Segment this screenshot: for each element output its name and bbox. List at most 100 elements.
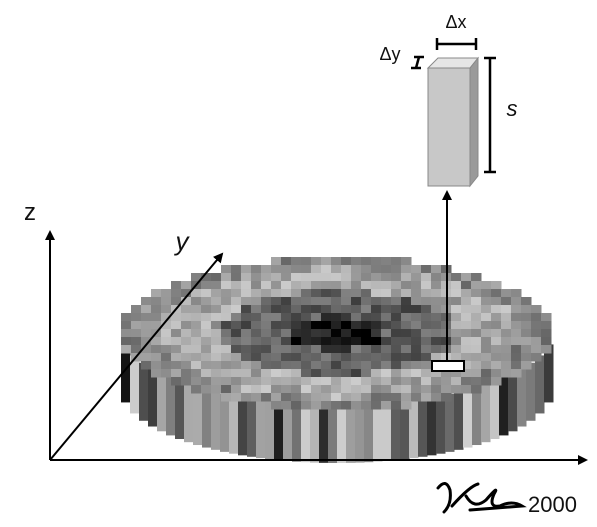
disc-top-cell	[231, 265, 242, 274]
disc-top-cell	[451, 313, 462, 322]
disc-top-cell	[351, 321, 362, 330]
disc-top-cell	[221, 369, 232, 378]
disc-top-cell	[461, 297, 472, 306]
disc-top-cell	[531, 345, 542, 354]
disc-top-cell	[471, 305, 482, 314]
disc-top-cell	[331, 305, 342, 314]
disc-top-cell	[251, 337, 262, 346]
disc-top-cell	[521, 353, 532, 362]
disc-top-cell	[501, 313, 512, 322]
disc-top-cell	[391, 369, 402, 378]
disc-top-cell	[411, 265, 422, 274]
disc-top-cell	[361, 313, 372, 322]
disc-top-cell	[321, 281, 332, 290]
disc-top-cell	[391, 321, 402, 330]
disc-top-cell	[331, 337, 342, 346]
disc-top-cell	[451, 385, 462, 394]
disc-top-cell	[201, 281, 212, 290]
dy-bracket	[411, 57, 424, 68]
disc-top-cell	[291, 305, 302, 314]
disc-top-cell	[361, 337, 372, 346]
disc-top-cell	[431, 289, 442, 298]
disc-top-cell	[131, 321, 142, 330]
disc-top-cell	[191, 369, 202, 378]
disc-top-cell	[531, 313, 542, 322]
disc-top-cell	[431, 321, 442, 330]
disc-top-cell	[481, 345, 492, 354]
disc-top-cell	[391, 313, 402, 322]
disc-top-cell	[211, 385, 222, 394]
disc-top-cell	[341, 281, 352, 290]
disc-top-cell	[361, 289, 372, 298]
disc-top-cell	[481, 297, 492, 306]
disc-top-cell	[471, 321, 482, 330]
disc-top-cell	[211, 313, 222, 322]
disc-top-cell	[361, 273, 372, 282]
disc-top-cell	[241, 353, 252, 362]
disc-top-cell	[511, 337, 522, 346]
disc-top-cell	[521, 313, 532, 322]
disc-top-cell	[231, 345, 242, 354]
disc-top-cell	[361, 281, 372, 290]
disc-top-cell	[171, 289, 182, 298]
disc-top-cell	[521, 337, 532, 346]
disc-top-cell	[421, 329, 432, 338]
disc-top-cell	[221, 377, 232, 386]
disc-top-cell	[411, 337, 422, 346]
disc-top-cell	[321, 265, 332, 274]
disc-top-cell	[421, 377, 432, 386]
disc-top-cell	[511, 353, 522, 362]
disc-top-cell	[541, 345, 552, 354]
disc-top-cell	[451, 329, 462, 338]
disc-top-cell	[201, 321, 212, 330]
disc-top-cell	[341, 377, 352, 386]
disc-top-cell	[281, 265, 292, 274]
disc-side-cell	[535, 355, 545, 413]
disc-top-cell	[261, 385, 272, 394]
disc-top-cell	[141, 361, 152, 370]
disc-top-cell	[411, 273, 422, 282]
disc-top-cell	[151, 305, 162, 314]
disc-top-cell	[391, 337, 402, 346]
disc-top-cell	[121, 321, 132, 330]
disc-top-cell	[381, 401, 392, 410]
disc-top-cell	[421, 393, 432, 402]
disc-top-cell	[421, 337, 432, 346]
disc-top-cell	[381, 289, 392, 298]
disc-top-cell	[281, 369, 292, 378]
disc-top-cell	[521, 321, 532, 330]
dy-label: Δy	[379, 44, 400, 64]
disc-top-cell	[361, 361, 372, 370]
disc-top-cell	[301, 385, 312, 394]
disc-top-cell	[481, 305, 492, 314]
disc-top-cell	[381, 377, 392, 386]
disc-top-cell	[261, 353, 272, 362]
disc-top-cell	[391, 385, 402, 394]
disc-top-cell	[401, 393, 412, 402]
disc-top-cell	[381, 337, 392, 346]
disc-top-cell	[141, 297, 152, 306]
disc-top-cell	[531, 337, 542, 346]
disc-top-cell	[201, 377, 212, 386]
page: Δx Δy s z y 2000 (() => { const data = J…	[0, 0, 597, 522]
disc-top-cell	[221, 297, 232, 306]
disc-top-cell	[291, 257, 302, 266]
disc-top-cell	[421, 265, 432, 274]
disc-top-cell	[371, 393, 382, 402]
disc-top-cell	[471, 345, 482, 354]
disc-top-cell	[251, 361, 262, 370]
disc-top-cell	[321, 289, 332, 298]
disc-top-cell	[201, 337, 212, 346]
disc-top-cell	[301, 401, 312, 410]
disc-top-cell	[171, 377, 182, 386]
disc-top-cell	[341, 361, 352, 370]
disc-top-cell	[471, 281, 482, 290]
disc-top-cell	[361, 305, 372, 314]
disc-top-cell	[511, 305, 522, 314]
disc-top-cell	[341, 401, 352, 410]
disc-top-cell	[391, 393, 402, 402]
disc-side-cell	[130, 355, 140, 413]
disc-side-cell	[175, 381, 185, 439]
disc-top-cell	[481, 369, 492, 378]
disc-top-cell	[261, 281, 272, 290]
